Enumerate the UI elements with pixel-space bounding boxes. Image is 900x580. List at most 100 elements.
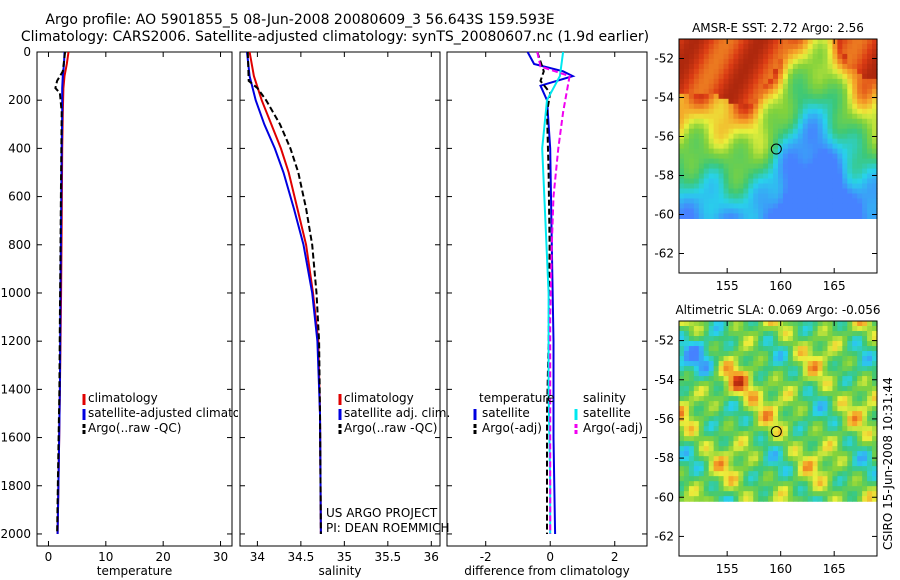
heatmap-cell bbox=[802, 138, 809, 145]
heatmap-cell bbox=[733, 376, 739, 382]
heatmap-cell bbox=[807, 138, 814, 145]
heatmap-cell bbox=[852, 213, 858, 219]
heatmap-cell bbox=[797, 321, 804, 327]
heatmap-cell bbox=[862, 396, 868, 402]
heatmap-cell bbox=[693, 361, 700, 367]
heatmap-cell bbox=[872, 98, 878, 105]
heatmap-cell bbox=[683, 396, 690, 402]
heatmap-cell bbox=[743, 411, 749, 417]
heatmap-cell bbox=[728, 436, 735, 442]
heatmap-cell bbox=[842, 346, 848, 352]
heatmap-cell bbox=[768, 203, 774, 210]
heatmap-cell bbox=[748, 163, 754, 170]
heatmap-cell bbox=[832, 193, 838, 200]
heatmap-cell bbox=[867, 73, 873, 80]
heatmap-cell bbox=[718, 351, 725, 357]
heatmap-cell bbox=[807, 336, 814, 342]
heatmap-cell bbox=[738, 381, 744, 387]
heatmap-cell bbox=[812, 386, 819, 392]
heatmap-cell bbox=[782, 98, 789, 105]
salinity-series-climatology bbox=[248, 51, 322, 535]
heatmap-cell bbox=[773, 83, 779, 90]
heatmap-cell bbox=[683, 411, 690, 417]
heatmap-cell bbox=[787, 426, 794, 432]
heatmap-cell bbox=[758, 103, 764, 110]
heatmap-cell bbox=[867, 471, 873, 477]
heatmap-cell bbox=[713, 481, 720, 487]
heatmap-cell bbox=[698, 456, 705, 462]
heatmap-cell bbox=[867, 371, 873, 377]
heatmap-cell bbox=[698, 411, 705, 417]
heatmap-cell bbox=[857, 481, 863, 487]
heatmap-cell bbox=[827, 416, 834, 422]
heatmap-cell bbox=[867, 376, 873, 382]
heatmap-cell bbox=[842, 396, 848, 402]
heatmap-cell bbox=[778, 471, 784, 477]
heatmap-cell bbox=[792, 456, 799, 462]
heatmap-cell bbox=[797, 406, 804, 412]
heatmap-cell bbox=[852, 53, 858, 60]
heatmap-cell bbox=[763, 138, 769, 145]
heatmap-cell bbox=[728, 133, 735, 140]
heatmap-cell bbox=[867, 123, 873, 130]
diff-legend-temp-header: temperature bbox=[479, 391, 555, 405]
sst_map-ytick-label: -56 bbox=[654, 130, 674, 144]
heatmap-cell bbox=[867, 406, 873, 412]
heatmap-cell bbox=[792, 78, 799, 85]
heatmap-cell bbox=[827, 213, 834, 219]
temperature-series-argo-raw-qc- bbox=[54, 51, 67, 535]
heatmap-cell bbox=[693, 471, 700, 477]
heatmap-cell bbox=[842, 341, 848, 347]
heatmap-cell bbox=[842, 371, 848, 377]
heatmap-cell bbox=[743, 178, 749, 185]
heatmap-cell bbox=[773, 158, 779, 165]
heatmap-cell bbox=[802, 173, 809, 180]
heatmap-cell bbox=[758, 113, 764, 120]
heatmap-cell bbox=[723, 148, 730, 155]
heatmap-cell bbox=[723, 461, 730, 467]
heatmap-cell bbox=[827, 356, 834, 362]
heatmap-cell bbox=[832, 83, 838, 90]
heatmap-cell bbox=[837, 456, 843, 462]
heatmap-cell bbox=[768, 361, 774, 367]
heatmap-cell bbox=[743, 371, 749, 377]
heatmap-cell bbox=[698, 436, 705, 442]
heatmap-cell bbox=[693, 103, 700, 110]
heatmap-cell bbox=[748, 456, 754, 462]
heatmap-cell bbox=[802, 178, 809, 185]
heatmap-cell bbox=[758, 491, 764, 497]
heatmap-cell bbox=[822, 133, 829, 140]
heatmap-cell bbox=[743, 391, 749, 397]
heatmap-cell bbox=[683, 198, 690, 205]
heatmap-cell bbox=[807, 371, 814, 377]
heatmap-cell bbox=[837, 351, 843, 357]
heatmap-cell bbox=[822, 158, 829, 165]
heatmap-cell bbox=[758, 426, 764, 432]
heatmap-cell bbox=[743, 351, 749, 357]
heatmap-cell bbox=[782, 361, 789, 367]
heatmap-cell bbox=[852, 138, 858, 145]
heatmap-cell bbox=[847, 43, 853, 50]
heatmap-cell bbox=[768, 441, 774, 447]
heatmap-cell bbox=[862, 381, 868, 387]
heatmap-cell bbox=[852, 113, 858, 120]
heatmap-cell bbox=[842, 63, 848, 70]
heatmap-cell bbox=[812, 178, 819, 185]
diff-legend-temperature: temperature satellite Argo(-adj) bbox=[479, 391, 554, 436]
heatmap-cell bbox=[802, 113, 809, 120]
heatmap-cell bbox=[802, 331, 809, 337]
heatmap-cell bbox=[802, 441, 809, 447]
heatmap-cell bbox=[708, 461, 715, 467]
heatmap-cell bbox=[837, 108, 843, 115]
heatmap-cell bbox=[748, 446, 754, 452]
heatmap-cell bbox=[802, 496, 809, 502]
heatmap-cell bbox=[807, 198, 814, 205]
heatmap-cell bbox=[857, 401, 863, 407]
heatmap-cell bbox=[807, 163, 814, 170]
heatmap-cell bbox=[822, 346, 829, 352]
heatmap-cell bbox=[872, 138, 878, 145]
heatmap-cell bbox=[718, 426, 725, 432]
heatmap-cell bbox=[807, 188, 814, 195]
heatmap-cell bbox=[782, 143, 789, 150]
heatmap-cell bbox=[787, 39, 794, 45]
